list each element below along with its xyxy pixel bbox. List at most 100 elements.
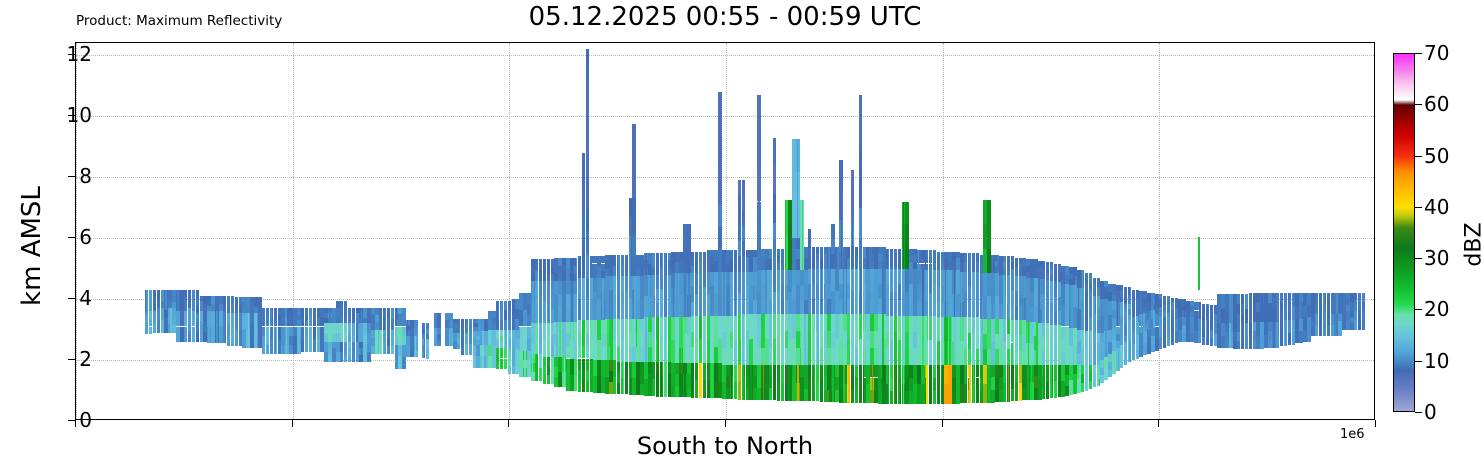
- reflectivity-cell: [258, 296, 262, 305]
- reflectivity-cell: [628, 297, 633, 319]
- reflectivity-cell: [1092, 379, 1097, 388]
- reflectivity-cell: [585, 254, 590, 278]
- reflectivity-cell: [1053, 296, 1058, 311]
- reflectivity-cell: [1178, 317, 1182, 330]
- reflectivity-cell: [1100, 341, 1104, 351]
- reflectivity-cell: [1061, 305, 1065, 327]
- reflectivity-cell: [511, 339, 516, 350]
- y-axis-tick-label: 4: [79, 286, 92, 311]
- reflectivity-cell: [593, 263, 597, 271]
- reflectivity-cell: [753, 250, 757, 258]
- reflectivity-cell: [226, 312, 231, 324]
- reflectivity-cell: [1318, 292, 1323, 301]
- reflectivity-cell: [952, 293, 956, 318]
- reflectivity-cell: [597, 376, 601, 393]
- reflectivity-cell: [226, 296, 231, 302]
- reflectivity-cell: [187, 289, 192, 300]
- reflectivity-cell: [258, 312, 261, 348]
- reflectivity-cell: [800, 199, 804, 236]
- reflectivity-cell: [1209, 338, 1214, 347]
- reflectivity-cell: [1061, 380, 1065, 397]
- reflectivity-cell: [476, 331, 480, 336]
- reflectivity-cell: [1022, 276, 1025, 321]
- reflectivity-cell: [905, 246, 909, 269]
- reflectivity-cell: [924, 263, 929, 271]
- reflectivity-cell: [956, 317, 960, 334]
- reflectivity-cell: [605, 276, 609, 298]
- reflectivity-cell: [909, 332, 913, 349]
- reflectivity-cell: [1104, 299, 1108, 316]
- reflectivity-cell: [575, 257, 577, 281]
- reflectivity-cell: [1104, 280, 1108, 287]
- reflectivity-cell: [729, 332, 734, 349]
- reflectivity-cell: [1084, 377, 1089, 391]
- reflectivity-cell: [636, 254, 640, 266]
- reflectivity-cell: [359, 323, 363, 333]
- reflectivity-cell: [979, 364, 984, 378]
- reflectivity-cell: [246, 296, 250, 305]
- reflectivity-cell: [226, 335, 231, 347]
- reflectivity-cell: [667, 384, 672, 397]
- reflectivity-cell: [612, 339, 617, 361]
- reflectivity-cell: [1256, 302, 1260, 313]
- reflectivity-cell: [687, 363, 691, 375]
- reflectivity-cell: [729, 250, 734, 261]
- reflectivity-cell: [519, 368, 523, 377]
- reflectivity-cell: [203, 311, 207, 322]
- reflectivity-cell: [811, 268, 816, 284]
- reflectivity-cell: [265, 344, 270, 354]
- reflectivity-cell: [402, 344, 406, 357]
- colorbar: [1393, 53, 1415, 412]
- reflectivity-cell: [538, 259, 543, 271]
- reflectivity-cell: [414, 335, 417, 357]
- reflectivity-cell: [1119, 285, 1124, 291]
- reflectivity-cell: [1170, 302, 1175, 312]
- reflectivity-cell: [703, 251, 706, 274]
- reflectivity-cell: [1112, 339, 1116, 351]
- reflectivity-cell: [363, 335, 367, 342]
- reflectivity-cell: [1041, 260, 1046, 271]
- reflectivity-cell: [1104, 315, 1108, 332]
- reflectivity-cell: [616, 383, 621, 395]
- reflectivity-cell: [897, 340, 902, 365]
- reflectivity-cell: [776, 248, 781, 256]
- reflectivity-cell: [1139, 332, 1143, 345]
- reflectivity-cell: [304, 326, 309, 340]
- reflectivity-cell: [928, 384, 933, 405]
- reflectivity-cell: [644, 296, 648, 318]
- reflectivity-cell: [932, 377, 937, 391]
- reflectivity-cell: [1287, 292, 1289, 321]
- reflectivity-cell: [729, 348, 734, 365]
- reflectivity-cell: [390, 308, 395, 319]
- gridline-horizontal: [76, 55, 1374, 57]
- reflectivity-cell: [921, 315, 925, 365]
- reflectivity-cell: [636, 265, 640, 277]
- reflectivity-cell: [819, 364, 824, 378]
- reflectivity-cell: [234, 329, 239, 347]
- reflectivity-cell: [1166, 299, 1171, 304]
- reflectivity-cell: [550, 266, 555, 274]
- reflectivity-cell: [336, 308, 340, 316]
- reflectivity-cell: [1119, 290, 1124, 297]
- reflectivity-cell: [874, 331, 878, 348]
- reflectivity-cell: [932, 285, 937, 301]
- reflectivity-cell: [655, 267, 660, 275]
- reflectivity-cell: [772, 254, 777, 271]
- reflectivity-cell: [733, 315, 738, 341]
- reflectivity-cell: [1248, 302, 1253, 313]
- reflectivity-cell: [940, 340, 945, 365]
- reflectivity-cell: [846, 314, 851, 340]
- reflectivity-cell: [515, 361, 519, 374]
- reflectivity-cell: [1080, 347, 1085, 365]
- reflectivity-cell: [437, 340, 441, 347]
- colorbar-tick-mark: [1415, 258, 1422, 260]
- reflectivity-cell: [854, 291, 859, 315]
- reflectivity-cell: [846, 257, 851, 269]
- reflectivity-cell: [187, 319, 192, 331]
- reflectivity-cell: [187, 308, 192, 320]
- reflectivity-cell: [710, 339, 714, 364]
- reflectivity-cell: [515, 349, 519, 362]
- reflectivity-cell: [761, 270, 763, 315]
- reflectivity-cell: [597, 256, 601, 268]
- reflectivity-cell: [1279, 320, 1284, 330]
